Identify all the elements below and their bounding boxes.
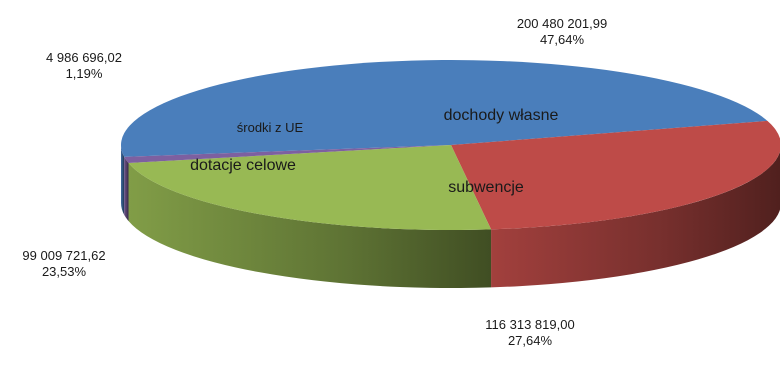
pie-side-0 xyxy=(121,145,125,215)
slice-percent-label: 27,64% xyxy=(508,333,553,348)
slice-category-label: subwencje xyxy=(448,179,524,196)
slice-percent-label: 47,64% xyxy=(540,32,585,47)
slice-category-label: dotacje celowe xyxy=(190,157,296,174)
slice-percent-label: 1,19% xyxy=(66,66,103,81)
pie-side-1 xyxy=(491,151,780,288)
slice-category-label: środki z UE xyxy=(237,120,304,135)
slice-percent-label: 23,53% xyxy=(42,264,87,279)
slice-value-label: 200 480 201,99 xyxy=(517,16,607,31)
pie-slice-0 xyxy=(121,60,768,157)
slice-category-label: dochody własne xyxy=(444,107,559,124)
pie-side-2 xyxy=(128,163,492,288)
pie-slice-2 xyxy=(128,145,492,230)
slice-value-label: 116 313 819,00 xyxy=(485,317,574,332)
slice-value-label: 4 986 696,02 xyxy=(46,50,122,65)
pie-tops xyxy=(121,60,780,230)
pie-sides xyxy=(121,145,780,288)
slice-value-label: 99 009 721,62 xyxy=(22,248,105,263)
pie-side-3 xyxy=(124,156,129,222)
pie-slice-1 xyxy=(451,120,780,230)
pie-slice-3 xyxy=(124,145,451,164)
